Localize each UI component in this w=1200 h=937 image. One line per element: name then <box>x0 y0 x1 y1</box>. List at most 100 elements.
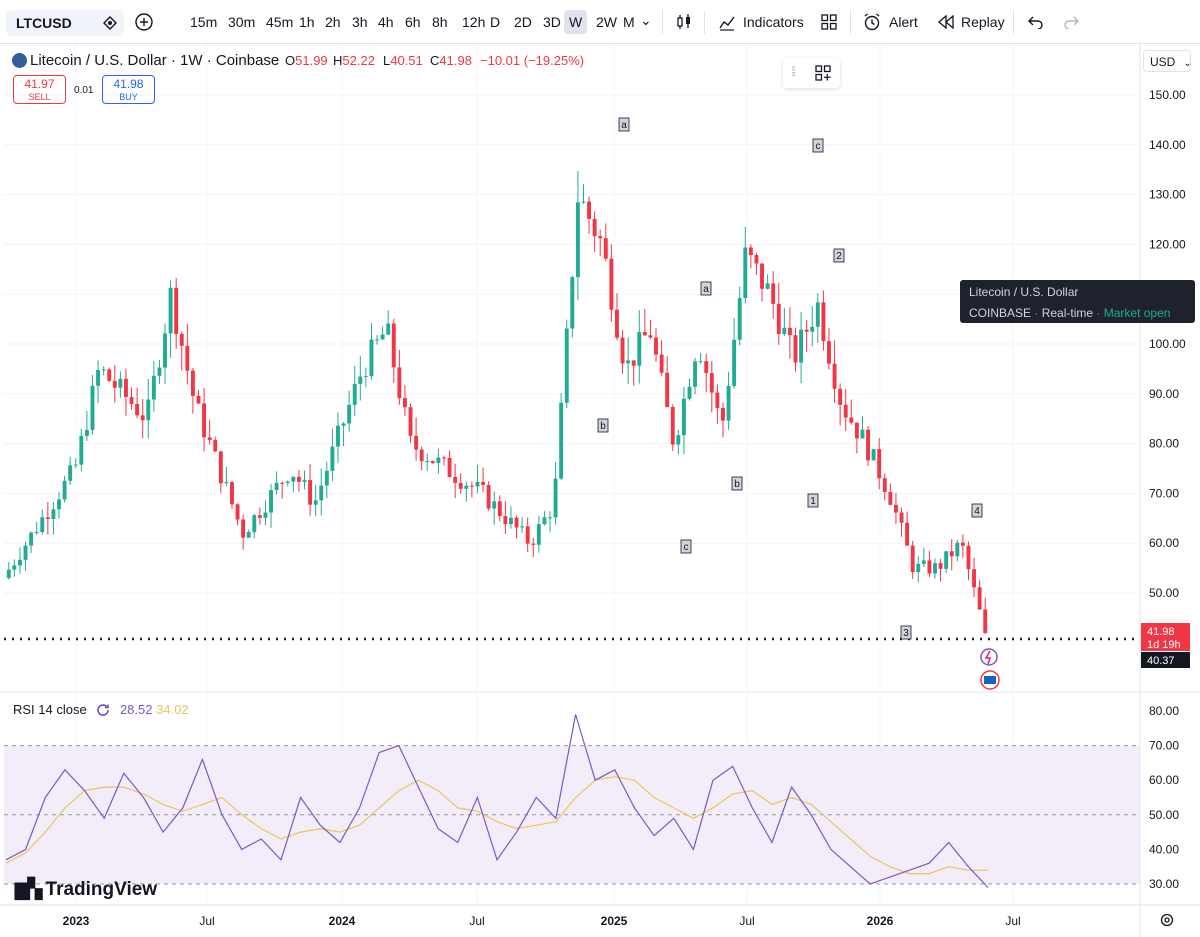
price-tick-label: 60.00 <box>1149 536 1179 550</box>
undo-icon[interactable] <box>1028 15 1044 29</box>
compare-icon[interactable] <box>102 15 118 31</box>
candle-body <box>704 361 709 374</box>
timeframe-6h[interactable]: 6h <box>405 14 421 30</box>
replay-button[interactable]: Replay <box>961 14 1005 30</box>
candle-body <box>575 202 580 278</box>
currency-selector[interactable]: USD ⌄ <box>1143 50 1192 72</box>
chevron-down-icon[interactable]: ⌄ <box>640 12 652 28</box>
indicators-icon[interactable] <box>718 13 736 31</box>
indicators-button[interactable]: Indicators <box>743 14 804 30</box>
candle-body <box>12 565 17 570</box>
timeframe-8h[interactable]: 8h <box>432 14 448 30</box>
timeframe-30m[interactable]: 30m <box>228 14 256 30</box>
timeframe-45m[interactable]: 45m <box>266 14 294 30</box>
candle-body <box>481 481 486 485</box>
timeframe-D[interactable]: D <box>490 14 501 30</box>
buy-price: 41.98 <box>113 77 144 91</box>
drag-handle-icon[interactable]: ⁞⁞ <box>791 64 796 79</box>
candle-body <box>274 482 279 491</box>
floating-toolbar[interactable]: ⁞⁞ <box>783 58 840 88</box>
candle-body <box>40 517 45 533</box>
wave-label: 3 <box>903 628 909 639</box>
candle-body <box>983 609 988 633</box>
ohlc-change: −10.01 (−19.25%) <box>480 53 585 68</box>
candle-type-icon[interactable] <box>675 13 693 31</box>
wave-label: c <box>816 141 821 152</box>
candle-body <box>425 461 430 463</box>
layout-add-icon[interactable] <box>815 65 831 81</box>
rsi-ma-value: 34.02 <box>156 702 189 717</box>
candle-body <box>252 515 257 533</box>
candle-body <box>827 341 831 364</box>
candle-body <box>23 545 28 560</box>
wave-label: 4 <box>974 506 980 517</box>
candle-body <box>330 446 335 471</box>
timeframe-2W[interactable]: 2W <box>596 14 617 30</box>
candle-body <box>475 481 480 487</box>
wave-label: 2 <box>836 251 842 262</box>
lightning-event-icon <box>980 648 998 666</box>
candle-body <box>531 543 536 545</box>
timeframe-W[interactable]: W <box>564 10 588 34</box>
redo-icon[interactable] <box>1063 15 1079 29</box>
candle-body <box>257 515 262 518</box>
timeframe-3D[interactable]: 3D <box>543 14 561 30</box>
candle-body <box>681 398 686 436</box>
time-tick-label: 2024 <box>329 914 356 928</box>
candle-body <box>347 404 352 424</box>
settings-icon[interactable] <box>1160 913 1174 927</box>
timeframe-4h[interactable]: 4h <box>378 14 394 30</box>
candle-body <box>157 367 162 376</box>
layout-templates-icon[interactable] <box>821 14 837 30</box>
candle-body <box>916 563 921 573</box>
candle-body <box>486 484 491 509</box>
price-tick-label: 120.00 <box>1149 237 1186 251</box>
candle-body <box>73 464 78 466</box>
refresh-icon[interactable] <box>96 703 110 717</box>
replay-icon[interactable] <box>938 15 954 29</box>
price-tick-label: 130.00 <box>1149 188 1186 202</box>
symbol-search[interactable]: LTCUSD <box>6 10 124 36</box>
timeframe-2h[interactable]: 2h <box>325 14 341 30</box>
candle-body <box>213 440 218 452</box>
candle-body <box>559 402 564 479</box>
candle-body <box>235 504 240 520</box>
time-tick-label: Jul <box>739 914 754 928</box>
alarm-clock-icon[interactable] <box>863 13 881 31</box>
candle-body <box>748 247 753 256</box>
axis-layer: 150.00140.00130.00120.00110.00100.0090.0… <box>63 88 1190 928</box>
timeframe-M[interactable]: M <box>623 14 635 30</box>
candle-body <box>458 482 463 489</box>
wave-label-box <box>971 503 983 518</box>
rsi-legend[interactable]: RSI 14 close 28.52 34.02 <box>13 702 189 717</box>
timeframe-3h[interactable]: 3h <box>352 14 368 30</box>
sell-button[interactable]: 41.97 SELL <box>13 75 66 104</box>
wave-label-box <box>680 539 692 554</box>
tradingview-logo[interactable]: ▆▚ TradingView <box>15 879 158 900</box>
timeframe-1h[interactable]: 1h <box>299 14 315 30</box>
candle-body <box>135 404 140 416</box>
timeframe-2D[interactable]: 2D <box>514 14 532 30</box>
alert-button[interactable]: Alert <box>889 14 918 30</box>
candle-body <box>944 551 949 569</box>
candle-body <box>938 563 943 569</box>
add-symbol-icon[interactable] <box>135 13 153 31</box>
candle-body <box>514 517 519 528</box>
timeframe-12h[interactable]: 12h <box>462 14 486 30</box>
candle-body <box>101 369 106 371</box>
candle-body <box>224 482 229 484</box>
candle-body <box>380 334 385 340</box>
candle-body <box>776 303 781 335</box>
wave-label: a <box>703 284 709 295</box>
candle-body <box>308 480 313 505</box>
top-toolbar: LTCUSD 15m 30m 45m 1h 2h 3h 4h 6h 8h 12h D 2D 3D W 2W M… <box>0 0 1200 44</box>
candle-body <box>391 323 396 368</box>
candle-body <box>17 559 22 566</box>
price-tick-label: 80.00 <box>1149 437 1179 451</box>
timeframe-15m[interactable]: 15m <box>190 14 218 30</box>
candle-body <box>905 522 910 546</box>
candle-body <box>804 329 809 332</box>
candle-layer <box>4 171 1140 641</box>
buy-button[interactable]: 41.98 BUY <box>102 75 155 104</box>
